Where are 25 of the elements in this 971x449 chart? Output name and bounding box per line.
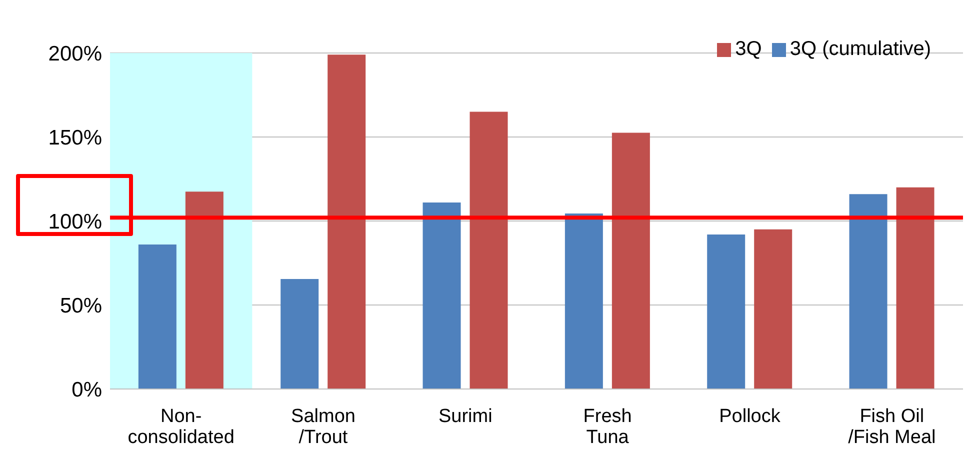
bar [849,194,888,389]
y-tick-label: 100% [48,210,102,234]
bar [185,192,224,389]
x-tick-label: Fish Oil /Fish Meal [848,406,936,448]
bar [470,112,508,389]
x-tick-label: Pollock [719,406,781,428]
y-tick-label: 200% [48,42,102,66]
x-tick-label: Salmon /Trout [291,406,356,448]
legend-label: 3Q [735,38,762,60]
bar [896,187,934,389]
y-tick-label: 50% [60,294,102,318]
bar [754,229,792,389]
bar [707,234,746,389]
bar [612,132,650,389]
bar [280,278,319,389]
x-tick-label: Non-consolidated [128,406,234,448]
bar [564,213,603,389]
bar [138,244,176,389]
y-tick-label: 150% [48,126,102,150]
x-tick-label: Surimi [438,406,492,428]
bar [422,202,461,389]
legend-label: 3Q (cumulative) [790,38,931,60]
y-tick-label: 0% [72,378,102,402]
bar [328,54,366,389]
x-tick-label: Fresh Tuna [583,406,632,448]
